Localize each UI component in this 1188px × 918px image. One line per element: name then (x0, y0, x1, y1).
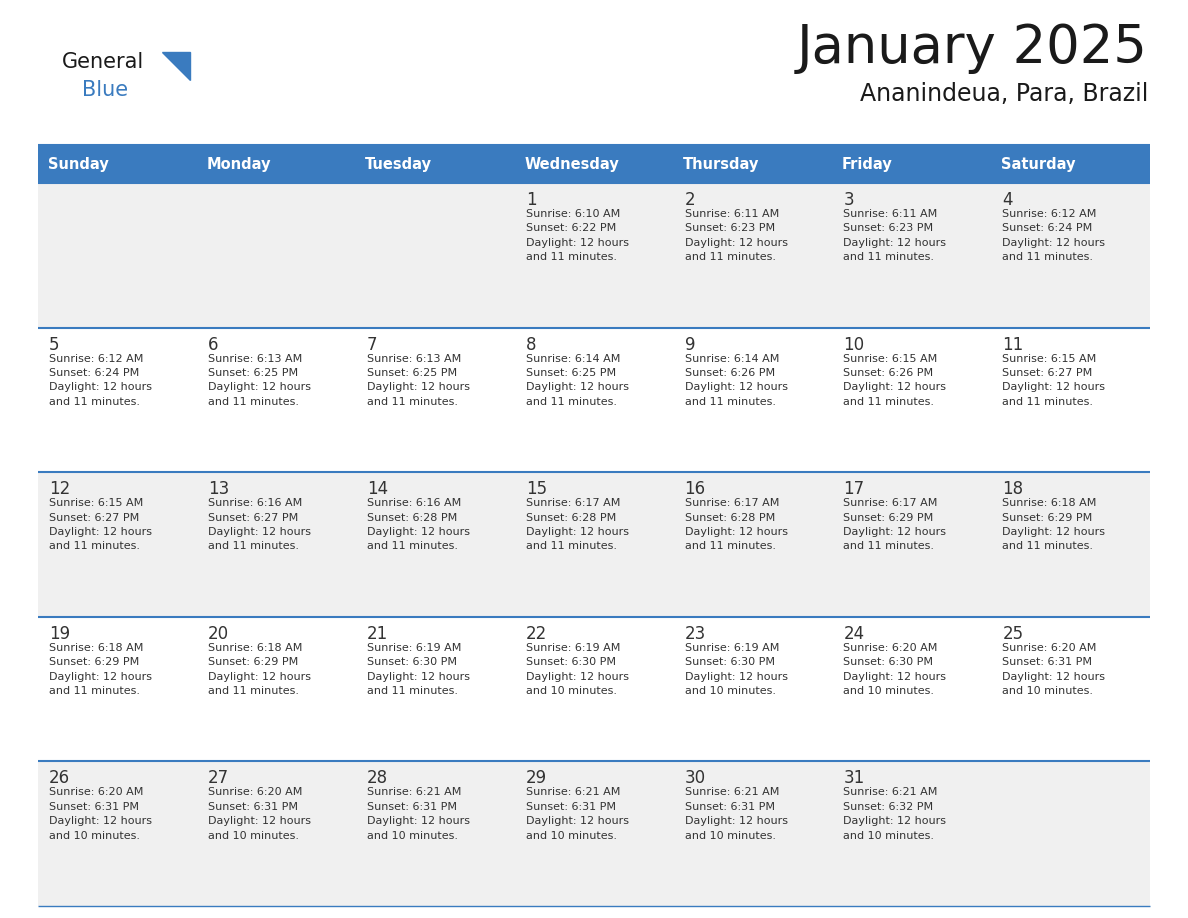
Text: Sunrise: 6:14 AM
Sunset: 6:25 PM
Daylight: 12 hours
and 11 minutes.: Sunrise: 6:14 AM Sunset: 6:25 PM Dayligh… (526, 353, 628, 407)
Text: Sunrise: 6:21 AM
Sunset: 6:31 PM
Daylight: 12 hours
and 10 minutes.: Sunrise: 6:21 AM Sunset: 6:31 PM Dayligh… (367, 788, 469, 841)
Text: Sunrise: 6:19 AM
Sunset: 6:30 PM
Daylight: 12 hours
and 10 minutes.: Sunrise: 6:19 AM Sunset: 6:30 PM Dayligh… (684, 643, 788, 696)
Text: Sunrise: 6:12 AM
Sunset: 6:24 PM
Daylight: 12 hours
and 11 minutes.: Sunrise: 6:12 AM Sunset: 6:24 PM Dayligh… (49, 353, 152, 407)
Text: Sunrise: 6:17 AM
Sunset: 6:29 PM
Daylight: 12 hours
and 11 minutes.: Sunrise: 6:17 AM Sunset: 6:29 PM Dayligh… (843, 498, 947, 552)
Text: Sunrise: 6:19 AM
Sunset: 6:30 PM
Daylight: 12 hours
and 10 minutes.: Sunrise: 6:19 AM Sunset: 6:30 PM Dayligh… (526, 643, 628, 696)
Text: 30: 30 (684, 769, 706, 788)
Text: 31: 31 (843, 769, 865, 788)
Text: 29: 29 (526, 769, 546, 788)
Text: Friday: Friday (842, 156, 892, 172)
Text: Sunrise: 6:13 AM
Sunset: 6:25 PM
Daylight: 12 hours
and 11 minutes.: Sunrise: 6:13 AM Sunset: 6:25 PM Dayligh… (367, 353, 469, 407)
Text: 14: 14 (367, 480, 388, 498)
Text: 13: 13 (208, 480, 229, 498)
Text: Sunrise: 6:16 AM
Sunset: 6:27 PM
Daylight: 12 hours
and 11 minutes.: Sunrise: 6:16 AM Sunset: 6:27 PM Dayligh… (208, 498, 311, 552)
Text: 3: 3 (843, 191, 854, 209)
Text: Sunrise: 6:10 AM
Sunset: 6:22 PM
Daylight: 12 hours
and 11 minutes.: Sunrise: 6:10 AM Sunset: 6:22 PM Dayligh… (526, 209, 628, 263)
Text: 16: 16 (684, 480, 706, 498)
Text: 20: 20 (208, 625, 229, 643)
Text: 11: 11 (1003, 336, 1024, 353)
Text: 9: 9 (684, 336, 695, 353)
Text: 2: 2 (684, 191, 695, 209)
Bar (38, 472, 1150, 617)
Text: Sunrise: 6:17 AM
Sunset: 6:28 PM
Daylight: 12 hours
and 11 minutes.: Sunrise: 6:17 AM Sunset: 6:28 PM Dayligh… (684, 498, 788, 552)
Text: 18: 18 (1003, 480, 1023, 498)
Text: Sunrise: 6:20 AM
Sunset: 6:31 PM
Daylight: 12 hours
and 10 minutes.: Sunrise: 6:20 AM Sunset: 6:31 PM Dayligh… (208, 788, 311, 841)
Text: 5: 5 (49, 336, 59, 353)
Text: 26: 26 (49, 769, 70, 788)
Text: 6: 6 (208, 336, 219, 353)
Text: Sunrise: 6:20 AM
Sunset: 6:31 PM
Daylight: 12 hours
and 10 minutes.: Sunrise: 6:20 AM Sunset: 6:31 PM Dayligh… (49, 788, 152, 841)
Text: 25: 25 (1003, 625, 1023, 643)
Text: Tuesday: Tuesday (365, 156, 432, 172)
Bar (38, 328, 1150, 472)
Text: 19: 19 (49, 625, 70, 643)
Bar (38, 761, 1150, 906)
Text: Sunday: Sunday (48, 156, 108, 172)
Text: 17: 17 (843, 480, 865, 498)
Bar (38, 145, 1150, 183)
Text: Saturday: Saturday (1000, 156, 1075, 172)
Text: General: General (62, 52, 144, 72)
Text: Sunrise: 6:21 AM
Sunset: 6:31 PM
Daylight: 12 hours
and 10 minutes.: Sunrise: 6:21 AM Sunset: 6:31 PM Dayligh… (684, 788, 788, 841)
Text: Sunrise: 6:14 AM
Sunset: 6:26 PM
Daylight: 12 hours
and 11 minutes.: Sunrise: 6:14 AM Sunset: 6:26 PM Dayligh… (684, 353, 788, 407)
Text: 22: 22 (526, 625, 546, 643)
Text: 24: 24 (843, 625, 865, 643)
Text: Sunrise: 6:18 AM
Sunset: 6:29 PM
Daylight: 12 hours
and 11 minutes.: Sunrise: 6:18 AM Sunset: 6:29 PM Dayligh… (208, 643, 311, 696)
Text: 21: 21 (367, 625, 388, 643)
Text: Sunrise: 6:18 AM
Sunset: 6:29 PM
Daylight: 12 hours
and 11 minutes.: Sunrise: 6:18 AM Sunset: 6:29 PM Dayligh… (1003, 498, 1105, 552)
Text: Monday: Monday (207, 156, 271, 172)
Text: 7: 7 (367, 336, 378, 353)
Text: Sunrise: 6:20 AM
Sunset: 6:31 PM
Daylight: 12 hours
and 10 minutes.: Sunrise: 6:20 AM Sunset: 6:31 PM Dayligh… (1003, 643, 1105, 696)
Text: 28: 28 (367, 769, 388, 788)
Text: Sunrise: 6:15 AM
Sunset: 6:27 PM
Daylight: 12 hours
and 11 minutes.: Sunrise: 6:15 AM Sunset: 6:27 PM Dayligh… (1003, 353, 1105, 407)
Text: Sunrise: 6:11 AM
Sunset: 6:23 PM
Daylight: 12 hours
and 11 minutes.: Sunrise: 6:11 AM Sunset: 6:23 PM Dayligh… (684, 209, 788, 263)
Text: Wednesday: Wednesday (524, 156, 619, 172)
Text: 4: 4 (1003, 191, 1012, 209)
Bar (38, 183, 1150, 328)
Text: 8: 8 (526, 336, 536, 353)
Text: Sunrise: 6:12 AM
Sunset: 6:24 PM
Daylight: 12 hours
and 11 minutes.: Sunrise: 6:12 AM Sunset: 6:24 PM Dayligh… (1003, 209, 1105, 263)
Text: Sunrise: 6:18 AM
Sunset: 6:29 PM
Daylight: 12 hours
and 11 minutes.: Sunrise: 6:18 AM Sunset: 6:29 PM Dayligh… (49, 643, 152, 696)
Text: Sunrise: 6:21 AM
Sunset: 6:32 PM
Daylight: 12 hours
and 10 minutes.: Sunrise: 6:21 AM Sunset: 6:32 PM Dayligh… (843, 788, 947, 841)
Text: 15: 15 (526, 480, 546, 498)
Text: Sunrise: 6:13 AM
Sunset: 6:25 PM
Daylight: 12 hours
and 11 minutes.: Sunrise: 6:13 AM Sunset: 6:25 PM Dayligh… (208, 353, 311, 407)
Polygon shape (162, 52, 190, 80)
Text: Sunrise: 6:15 AM
Sunset: 6:26 PM
Daylight: 12 hours
and 11 minutes.: Sunrise: 6:15 AM Sunset: 6:26 PM Dayligh… (843, 353, 947, 407)
Text: Sunrise: 6:21 AM
Sunset: 6:31 PM
Daylight: 12 hours
and 10 minutes.: Sunrise: 6:21 AM Sunset: 6:31 PM Dayligh… (526, 788, 628, 841)
Bar (38, 617, 1150, 761)
Text: Blue: Blue (82, 80, 128, 100)
Text: Sunrise: 6:19 AM
Sunset: 6:30 PM
Daylight: 12 hours
and 11 minutes.: Sunrise: 6:19 AM Sunset: 6:30 PM Dayligh… (367, 643, 469, 696)
Text: Ananindeua, Para, Brazil: Ananindeua, Para, Brazil (860, 82, 1148, 106)
Text: 23: 23 (684, 625, 706, 643)
Text: January 2025: January 2025 (797, 22, 1148, 74)
Text: 27: 27 (208, 769, 229, 788)
Text: 12: 12 (49, 480, 70, 498)
Text: Sunrise: 6:20 AM
Sunset: 6:30 PM
Daylight: 12 hours
and 10 minutes.: Sunrise: 6:20 AM Sunset: 6:30 PM Dayligh… (843, 643, 947, 696)
Text: Thursday: Thursday (683, 156, 759, 172)
Text: Sunrise: 6:16 AM
Sunset: 6:28 PM
Daylight: 12 hours
and 11 minutes.: Sunrise: 6:16 AM Sunset: 6:28 PM Dayligh… (367, 498, 469, 552)
Text: Sunrise: 6:15 AM
Sunset: 6:27 PM
Daylight: 12 hours
and 11 minutes.: Sunrise: 6:15 AM Sunset: 6:27 PM Dayligh… (49, 498, 152, 552)
Text: Sunrise: 6:17 AM
Sunset: 6:28 PM
Daylight: 12 hours
and 11 minutes.: Sunrise: 6:17 AM Sunset: 6:28 PM Dayligh… (526, 498, 628, 552)
Text: Sunrise: 6:11 AM
Sunset: 6:23 PM
Daylight: 12 hours
and 11 minutes.: Sunrise: 6:11 AM Sunset: 6:23 PM Dayligh… (843, 209, 947, 263)
Text: 10: 10 (843, 336, 865, 353)
Text: 1: 1 (526, 191, 536, 209)
